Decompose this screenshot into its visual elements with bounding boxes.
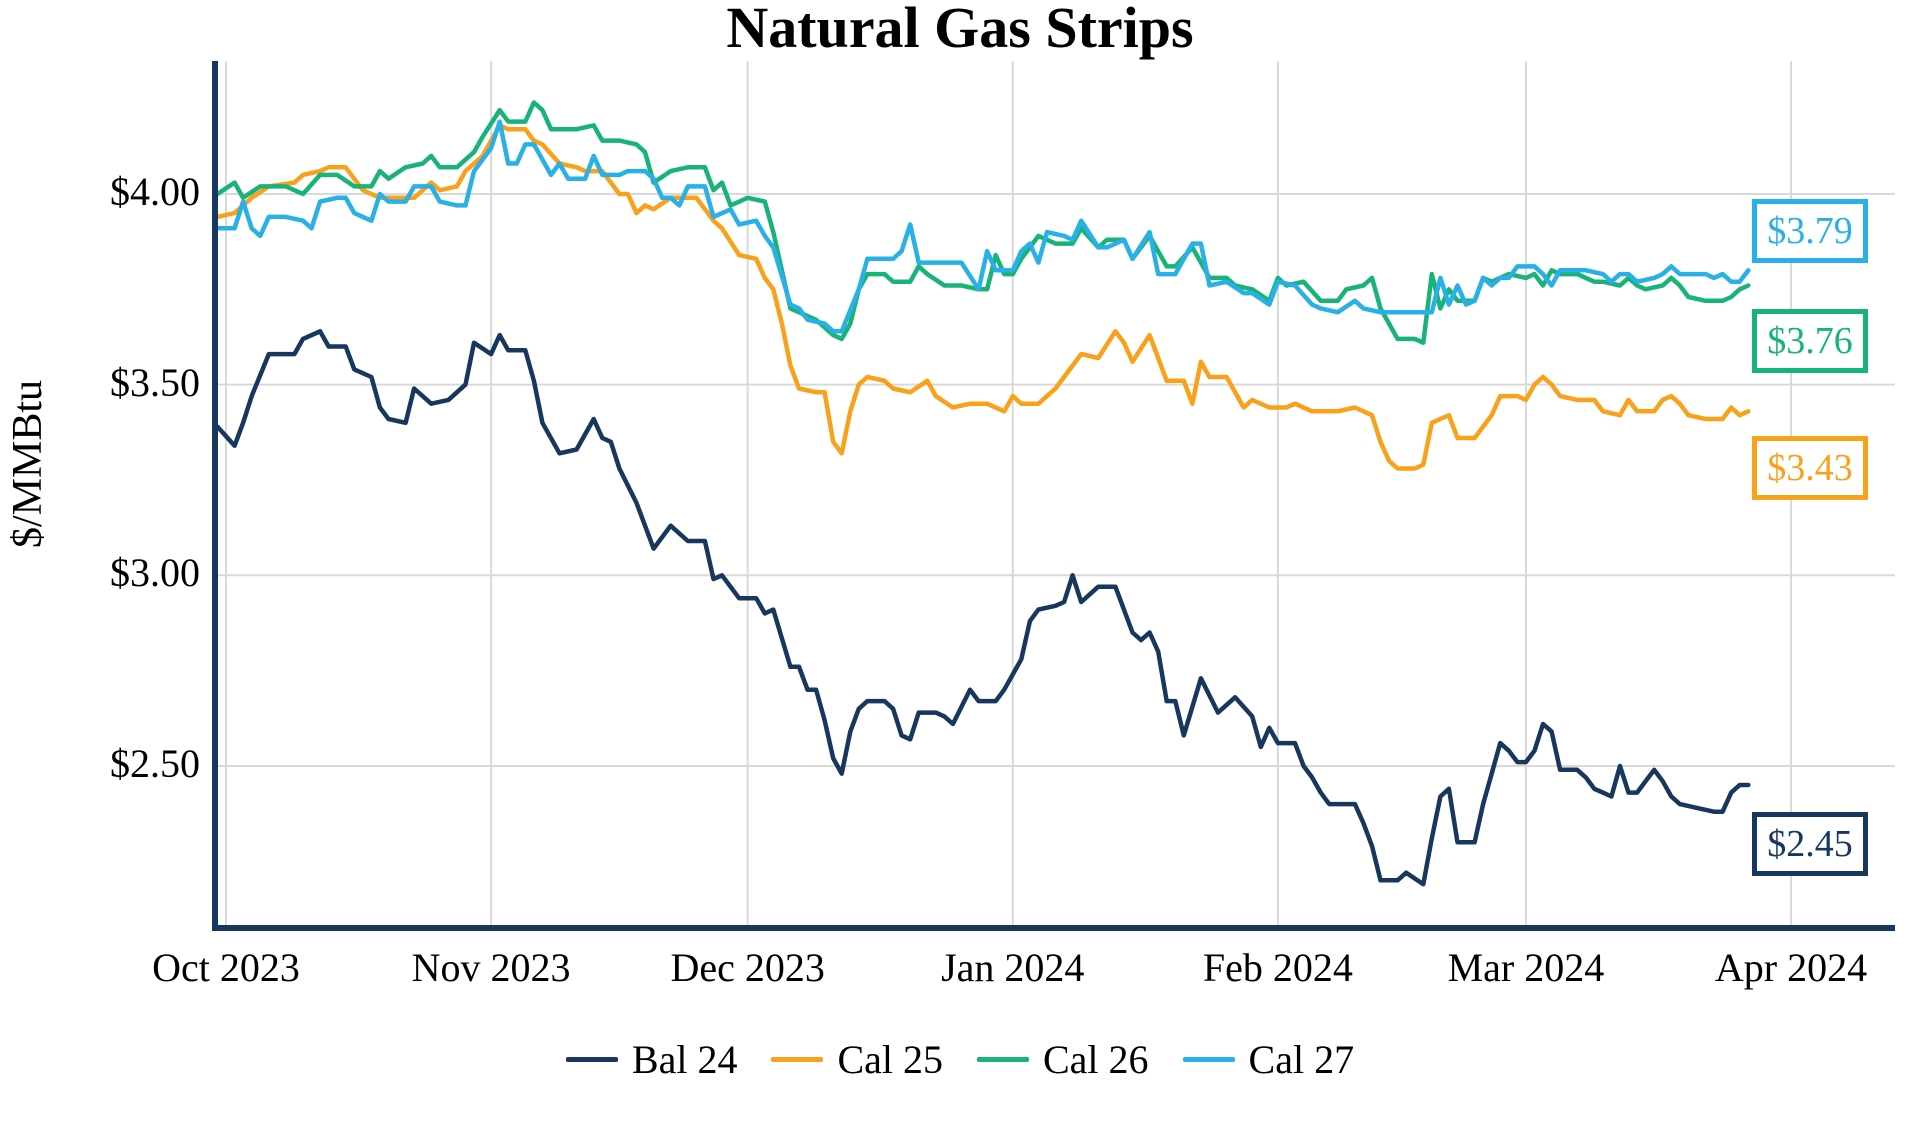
y-tick-label: $3.50 <box>110 359 200 405</box>
chart-title: Natural Gas Strips <box>726 0 1194 60</box>
legend-item-cal26: Cal 26 <box>977 1036 1149 1083</box>
y-tick-label: $3.00 <box>110 550 200 596</box>
legend-item-cal25: Cal 25 <box>771 1036 943 1083</box>
cal26-line-swatch-icon <box>977 1057 1029 1062</box>
cal25-line-swatch-icon <box>771 1057 824 1062</box>
legend-label-bal24: Bal 24 <box>631 1037 738 1082</box>
gridlines <box>215 61 1895 928</box>
legend-label-cal26: Cal 26 <box>1043 1037 1149 1082</box>
legend-label-cal27: Cal 27 <box>1248 1037 1355 1082</box>
y-tick-label: $4.00 <box>110 169 200 214</box>
x-tick-label: Nov 2023 <box>411 945 571 990</box>
x-tick-label: Dec 2023 <box>670 945 825 990</box>
end-value-label-cal27: $3.79 <box>1752 199 1868 263</box>
end-value-label-cal25: $3.43 <box>1752 436 1868 500</box>
bal24-line-swatch-icon <box>565 1057 618 1062</box>
series-lines <box>215 100 1751 887</box>
cal27-line-swatch-icon <box>1182 1057 1235 1062</box>
axis-spines <box>212 61 1895 931</box>
legend: Bal 24 Cal 25 Cal 26 Cal 27 <box>0 1036 1920 1083</box>
series-line-bal24 <box>215 329 1751 887</box>
series-line-cal26 <box>215 100 1751 345</box>
end-value-label-cal26: $3.76 <box>1752 309 1868 373</box>
legend-item-bal24: Bal 24 <box>565 1036 738 1083</box>
x-tick-label: Oct 2023 <box>152 945 300 990</box>
legend-item-cal27: Cal 27 <box>1182 1036 1355 1083</box>
series-line-cal25 <box>215 123 1751 471</box>
y-tick-label: $2.50 <box>110 740 200 786</box>
legend-label-cal25: Cal 25 <box>837 1037 943 1082</box>
end-value-label-bal24: $2.45 <box>1752 812 1868 876</box>
x-tick-label: Mar 2024 <box>1447 945 1605 990</box>
x-tick-label: Jan 2024 <box>941 945 1085 990</box>
x-tick-label: Feb 2024 <box>1202 945 1353 990</box>
series-line-cal27 <box>215 119 1751 334</box>
x-tick-label: Apr 2024 <box>1714 945 1868 990</box>
